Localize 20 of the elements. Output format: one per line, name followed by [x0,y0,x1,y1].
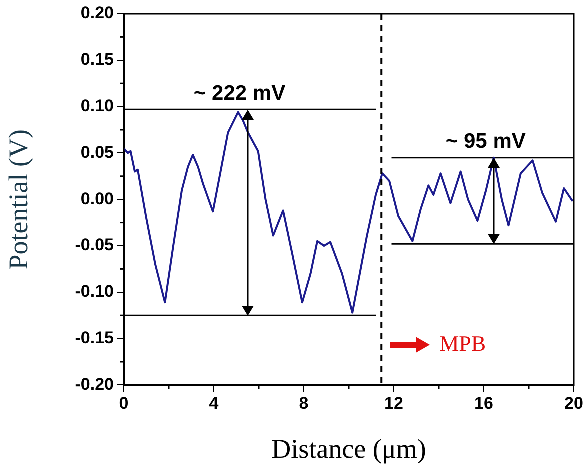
x-tick-label: 12 [384,394,404,414]
y-axis-title: Potential (V) [3,129,34,270]
x-axis-title: Distance (μm) [272,434,426,464]
x-tick-label: 20 [564,394,584,414]
y-tick-label: -0.05 [75,236,114,255]
y-tick-label: 0.20 [80,4,114,23]
annotation: MPB [440,331,486,358]
x-tick-label: 16 [474,394,494,414]
y-tick-label: 0.05 [80,142,114,162]
annotation: ~ 95 mV [446,130,526,154]
x-tick-label: 0 [119,394,129,414]
y-tick-label: -0.15 [75,328,114,348]
y-tick-label: -0.20 [75,374,114,394]
y-tick-label: 0.15 [80,50,114,70]
x-tick-label: 8 [299,394,309,414]
y-tick-label: 0.10 [80,96,114,116]
x-tick-label: 4 [209,394,220,414]
y-tick-label: -0.10 [75,282,114,302]
y-tick-label: 0.00 [80,189,114,208]
annotation: ~ 222 mV [194,82,286,106]
